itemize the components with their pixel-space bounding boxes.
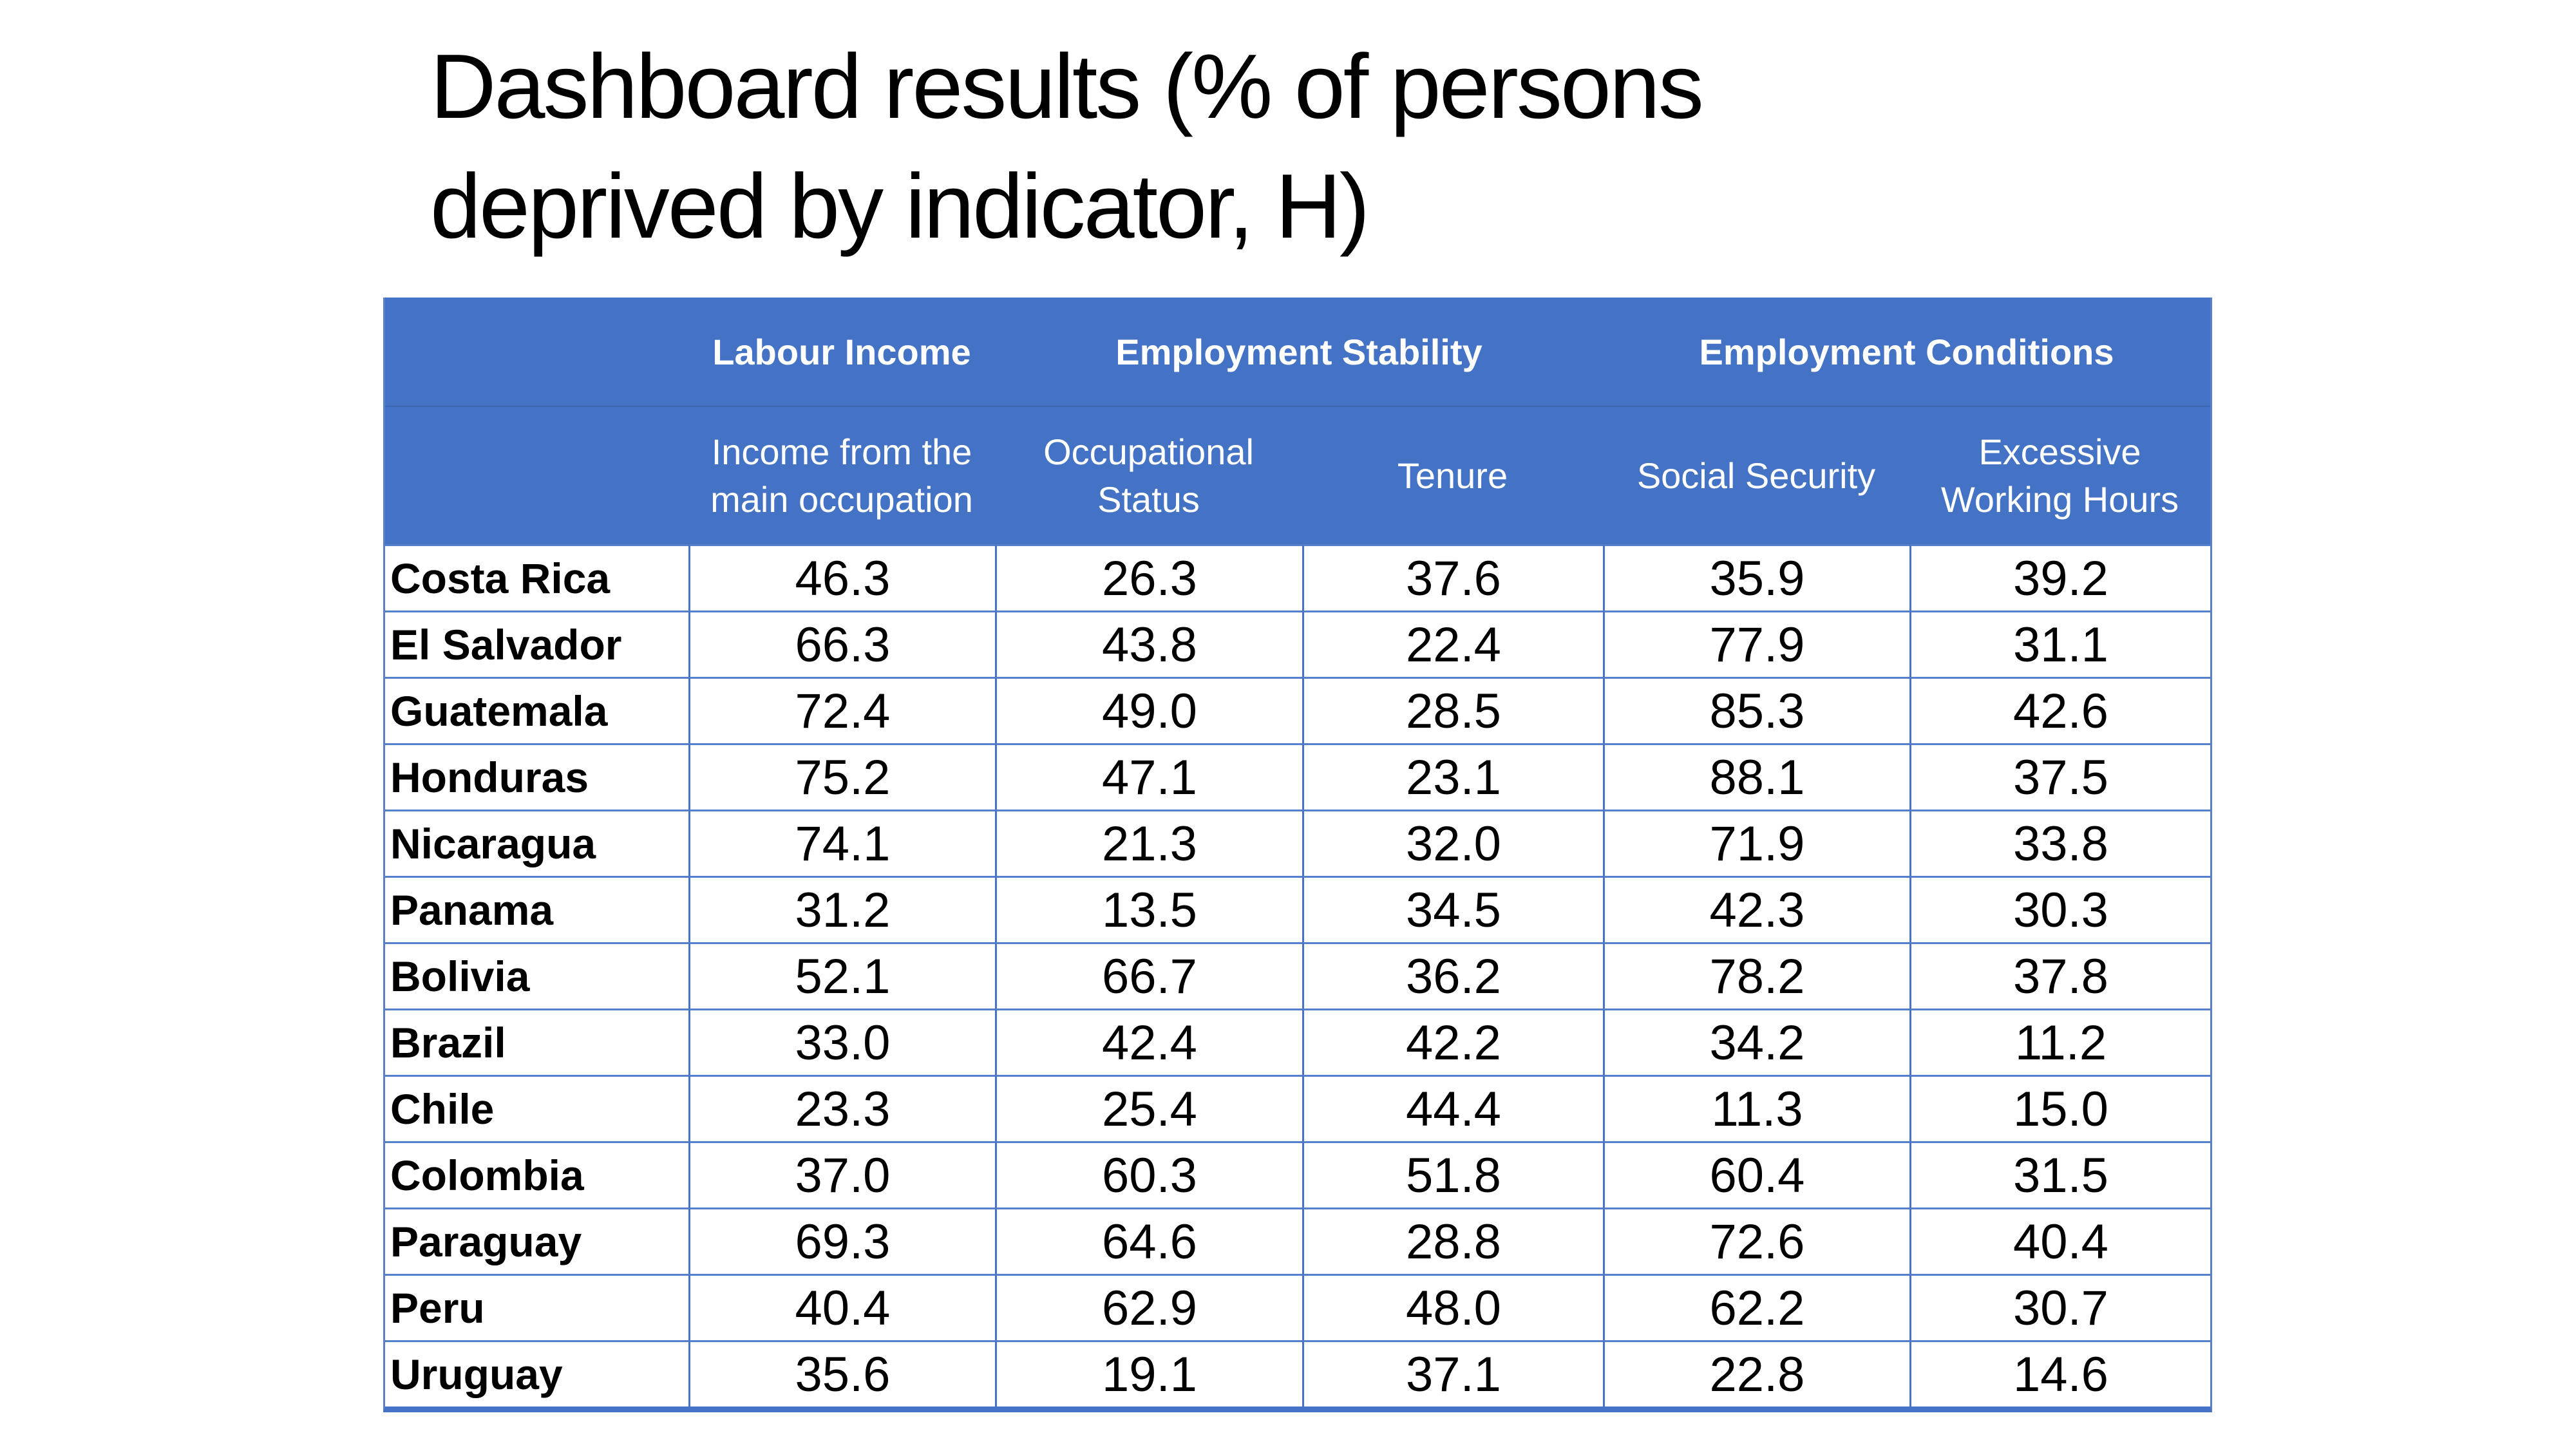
value-cell: 74.1 — [688, 810, 995, 876]
column-header-occupational-status: Occupational Status — [995, 406, 1302, 544]
value-cell: 77.9 — [1603, 611, 1909, 677]
value-cell: 42.2 — [1302, 1009, 1603, 1075]
value-cell: 69.3 — [688, 1208, 995, 1274]
value-cell: 33.0 — [688, 1009, 995, 1075]
value-cell: 44.4 — [1302, 1075, 1603, 1141]
value-cell: 23.3 — [688, 1075, 995, 1141]
value-cell: 66.3 — [688, 611, 995, 677]
value-cell: 40.4 — [688, 1274, 995, 1340]
value-cell: 88.1 — [1603, 743, 1909, 810]
value-cell: 35.9 — [1603, 544, 1909, 611]
value-cell: 30.7 — [1909, 1274, 2210, 1340]
value-cell: 66.7 — [995, 942, 1302, 1009]
group-header-employment-conditions: Employment Conditions — [1603, 298, 2210, 406]
value-cell: 60.4 — [1603, 1141, 1909, 1208]
value-cell: 37.6 — [1302, 544, 1603, 611]
value-cell: 23.1 — [1302, 743, 1603, 810]
value-cell: 28.8 — [1302, 1208, 1603, 1274]
slide-title-line1: Dashboard results (% of persons — [430, 35, 1704, 138]
value-cell: 21.3 — [995, 810, 1302, 876]
value-cell: 14.6 — [1909, 1340, 2210, 1406]
slide-title: Dashboard results (% of persons deprived… — [430, 27, 1704, 267]
column-header-empty — [385, 406, 688, 544]
value-cell: 46.3 — [688, 544, 995, 611]
value-cell: 62.9 — [995, 1274, 1302, 1340]
group-header-empty — [385, 298, 688, 406]
value-cell: 60.3 — [995, 1141, 1302, 1208]
value-cell: 31.1 — [1909, 611, 2210, 677]
value-cell: 48.0 — [1302, 1274, 1603, 1340]
value-cell: 39.2 — [1909, 544, 2210, 611]
country-cell: Peru — [385, 1274, 688, 1340]
value-cell: 47.1 — [995, 743, 1302, 810]
value-cell: 51.8 — [1302, 1141, 1603, 1208]
value-cell: 75.2 — [688, 743, 995, 810]
value-cell: 33.8 — [1909, 810, 2210, 876]
value-cell: 22.4 — [1302, 611, 1603, 677]
column-header-tenure: Tenure — [1302, 406, 1603, 544]
value-cell: 31.5 — [1909, 1141, 2210, 1208]
value-cell: 11.2 — [1909, 1009, 2210, 1075]
value-cell: 37.5 — [1909, 743, 2210, 810]
country-cell: Guatemala — [385, 677, 688, 743]
country-cell: El Salvador — [385, 611, 688, 677]
value-cell: 15.0 — [1909, 1075, 2210, 1141]
slide-title-line2: deprived by indicator, H) — [430, 155, 1370, 258]
column-header-excessive-working-hours: Excessive Working Hours — [1909, 406, 2210, 544]
value-cell: 42.3 — [1603, 876, 1909, 942]
value-cell: 64.6 — [995, 1208, 1302, 1274]
country-cell: Colombia — [385, 1141, 688, 1208]
value-cell: 71.9 — [1603, 810, 1909, 876]
value-cell: 72.6 — [1603, 1208, 1909, 1274]
value-cell: 28.5 — [1302, 677, 1603, 743]
value-cell: 11.3 — [1603, 1075, 1909, 1141]
value-cell: 37.1 — [1302, 1340, 1603, 1406]
value-cell: 72.4 — [688, 677, 995, 743]
value-cell: 36.2 — [1302, 942, 1603, 1009]
value-cell: 31.2 — [688, 876, 995, 942]
value-cell: 78.2 — [1603, 942, 1909, 1009]
country-cell: Paraguay — [385, 1208, 688, 1274]
value-cell: 62.2 — [1603, 1274, 1909, 1340]
value-cell: 42.4 — [995, 1009, 1302, 1075]
column-header-social-security: Social Security — [1603, 406, 1909, 544]
group-header-labour-income: Labour Income — [688, 298, 995, 406]
value-cell: 52.1 — [688, 942, 995, 1009]
value-cell: 30.3 — [1909, 876, 2210, 942]
value-cell: 34.5 — [1302, 876, 1603, 942]
value-cell: 19.1 — [995, 1340, 1302, 1406]
country-cell: Uruguay — [385, 1340, 688, 1406]
value-cell: 34.2 — [1603, 1009, 1909, 1075]
value-cell: 37.0 — [688, 1141, 995, 1208]
value-cell: 13.5 — [995, 876, 1302, 942]
value-cell: 37.8 — [1909, 942, 2210, 1009]
group-header-employment-stability: Employment Stability — [995, 298, 1603, 406]
country-cell: Brazil — [385, 1009, 688, 1075]
country-cell: Chile — [385, 1075, 688, 1141]
value-cell: 22.8 — [1603, 1340, 1909, 1406]
country-cell: Costa Rica — [385, 544, 688, 611]
value-cell: 40.4 — [1909, 1208, 2210, 1274]
value-cell: 25.4 — [995, 1075, 1302, 1141]
value-cell: 42.6 — [1909, 677, 2210, 743]
country-cell: Bolivia — [385, 942, 688, 1009]
country-cell: Honduras — [385, 743, 688, 810]
value-cell: 49.0 — [995, 677, 1302, 743]
data-table: Labour Income Employment Stability Emplo… — [383, 298, 2212, 1412]
value-cell: 32.0 — [1302, 810, 1603, 876]
column-header-income-main-occupation: Income from the main occupation — [688, 406, 995, 544]
value-cell: 26.3 — [995, 544, 1302, 611]
value-cell: 85.3 — [1603, 677, 1909, 743]
value-cell: 35.6 — [688, 1340, 995, 1406]
value-cell: 43.8 — [995, 611, 1302, 677]
country-cell: Panama — [385, 876, 688, 942]
country-cell: Nicaragua — [385, 810, 688, 876]
